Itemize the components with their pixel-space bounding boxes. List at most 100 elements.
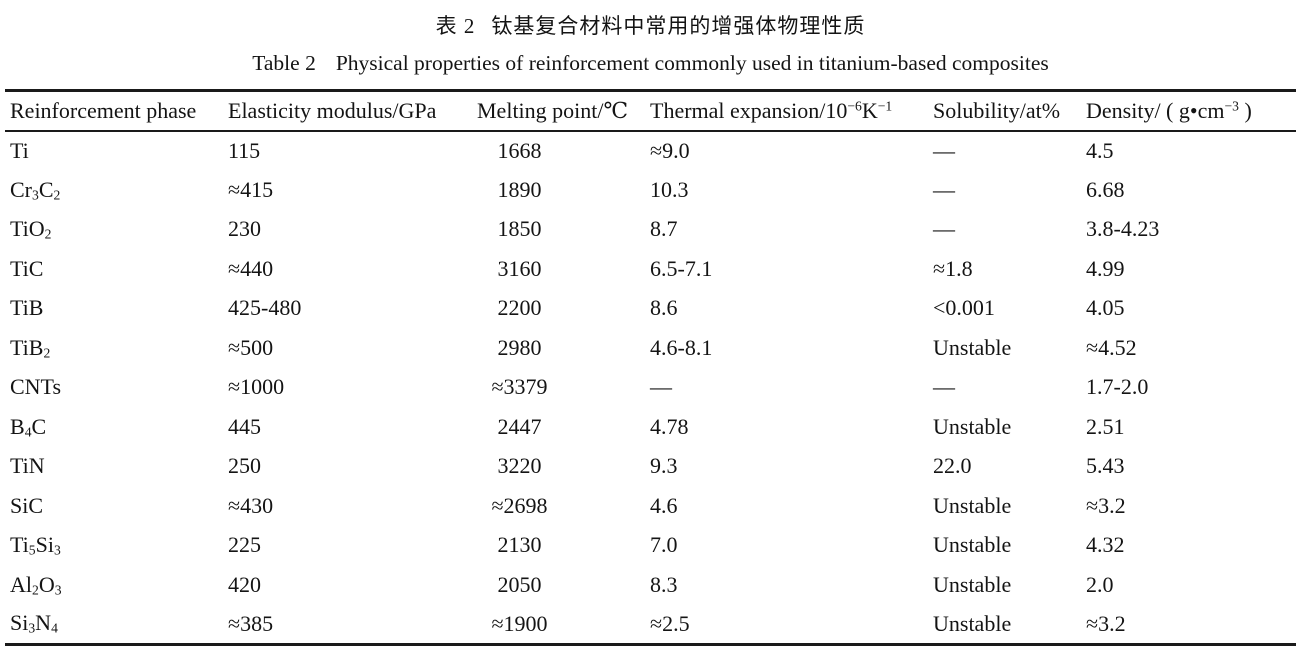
melting-point-cell: ≈2698 bbox=[491, 492, 548, 518]
table-row: Cr3C2 ≈415 1890 10.3 — 6.68 bbox=[5, 170, 1296, 210]
melting-point-cell: 2447 bbox=[497, 413, 542, 439]
phase-cell: TiO2 bbox=[10, 216, 52, 242]
density-cell: 4.99 bbox=[1086, 255, 1125, 281]
solubility-cell: Unstable bbox=[933, 334, 1012, 360]
solubility-cell: Unstable bbox=[933, 610, 1012, 636]
caption-english-text: Physical properties of reinforcement com… bbox=[335, 51, 1049, 75]
density-cell: ≈3.2 bbox=[1086, 492, 1126, 518]
thermal-expansion-cell: 8.7 bbox=[650, 216, 678, 242]
table-row: TiN 250 3220 9.3 22.0 5.43 bbox=[5, 447, 1296, 487]
density-cell: ≈4.52 bbox=[1086, 334, 1137, 360]
column-header-density: Density/ ( g•cm−3 ) bbox=[1086, 90, 1296, 132]
phase-cell: Si3N4 bbox=[10, 610, 58, 636]
table-row: Ti 115 1668 ≈9.0 — 4.5 bbox=[5, 131, 1296, 171]
solubility-cell: Unstable bbox=[933, 492, 1012, 518]
melting-point-cell: 2050 bbox=[497, 571, 542, 597]
melting-point-cell: 2200 bbox=[497, 295, 542, 321]
thermal-expansion-cell: 7.0 bbox=[650, 532, 678, 558]
table-row: B4C 445 2447 4.78 Unstable 2.51 bbox=[5, 407, 1296, 447]
elasticity-modulus-cell: 230 bbox=[228, 216, 261, 242]
caption-english: Table 2 Physical properties of reinforcem… bbox=[0, 51, 1301, 76]
table-row: CNTs ≈1000 ≈3379 — — 1.7-2.0 bbox=[5, 368, 1296, 408]
thermal-expansion-cell: 4.78 bbox=[650, 413, 689, 439]
thermal-expansion-cell: 10.3 bbox=[650, 176, 689, 202]
elasticity-modulus-cell: ≈430 bbox=[228, 492, 274, 518]
elasticity-modulus-cell: ≈500 bbox=[228, 334, 274, 360]
caption-english-number: Table 2 bbox=[252, 51, 316, 75]
elasticity-modulus-cell: 250 bbox=[228, 453, 261, 479]
solubility-cell: — bbox=[933, 137, 955, 163]
solubility-cell: — bbox=[933, 176, 955, 202]
density-cell: 5.43 bbox=[1086, 453, 1125, 479]
phase-cell: CNTs bbox=[10, 374, 62, 400]
properties-table: Reinforcement phase Elasticity modulus/GP… bbox=[5, 89, 1296, 646]
melting-point-cell: 3220 bbox=[497, 453, 542, 479]
phase-cell: Al2O3 bbox=[10, 571, 62, 597]
elasticity-modulus-cell: ≈440 bbox=[228, 255, 274, 281]
melting-point-cell: 2980 bbox=[497, 334, 542, 360]
table-row: TiO2 230 1850 8.7 — 3.8-4.23 bbox=[5, 210, 1296, 250]
elasticity-modulus-cell: 445 bbox=[228, 413, 261, 439]
solubility-cell: Unstable bbox=[933, 532, 1012, 558]
phase-cell: Cr3C2 bbox=[10, 176, 61, 202]
melting-point-cell: ≈3379 bbox=[491, 374, 548, 400]
thermal-expansion-cell: 6.5-7.1 bbox=[650, 255, 713, 281]
phase-cell: TiC bbox=[10, 255, 44, 281]
table-row: TiC ≈440 3160 6.5-7.1 ≈1.8 4.99 bbox=[5, 249, 1296, 289]
elasticity-modulus-cell: ≈385 bbox=[228, 610, 274, 636]
density-cell: 4.32 bbox=[1086, 532, 1125, 558]
thermal-expansion-cell: 4.6 bbox=[650, 492, 678, 518]
phase-cell: Ti5Si3 bbox=[10, 532, 61, 558]
table-captions: 表 2 钛基复合材料中常用的增强体物理性质 Table 2 Physical pro… bbox=[0, 10, 1301, 76]
thermal-expansion-cell: ≈9.0 bbox=[650, 137, 690, 163]
column-header-thermal-expansion: Thermal expansion/10−6K−1 bbox=[650, 90, 933, 132]
solubility-cell: <0.001 bbox=[933, 295, 995, 321]
caption-chinese-text: 钛基复合材料中常用的增强体物理性质 bbox=[491, 14, 866, 38]
density-cell: ≈3.2 bbox=[1086, 610, 1126, 636]
phase-cell: B4C bbox=[10, 413, 47, 439]
phase-cell: TiB bbox=[10, 295, 44, 321]
solubility-cell: ≈1.8 bbox=[933, 255, 973, 281]
density-cell: 1.7-2.0 bbox=[1086, 374, 1149, 400]
density-cell: 2.51 bbox=[1086, 413, 1125, 439]
table-row: TiB2 ≈500 2980 4.6-8.1 Unstable ≈4.52 bbox=[5, 328, 1296, 368]
caption-chinese: 表 2 钛基复合材料中常用的增强体物理性质 bbox=[0, 10, 1301, 40]
melting-point-cell: 1668 bbox=[497, 137, 542, 163]
density-cell: 4.5 bbox=[1086, 137, 1114, 163]
elasticity-modulus-cell: 115 bbox=[228, 137, 261, 163]
melting-point-cell: 2130 bbox=[497, 532, 542, 558]
melting-point-cell: 1890 bbox=[497, 176, 542, 202]
density-cell: 2.0 bbox=[1086, 571, 1114, 597]
melting-point-cell: 1850 bbox=[497, 216, 542, 242]
solubility-cell: 22.0 bbox=[933, 453, 972, 479]
density-cell: 6.68 bbox=[1086, 176, 1125, 202]
table-row: Al2O3 420 2050 8.3 Unstable 2.0 bbox=[5, 565, 1296, 605]
elasticity-modulus-cell: 225 bbox=[228, 532, 261, 558]
thermal-expansion-cell: 9.3 bbox=[650, 453, 678, 479]
phase-cell: TiB2 bbox=[10, 334, 51, 360]
density-cell: 4.05 bbox=[1086, 295, 1125, 321]
caption-chinese-number: 表 2 bbox=[435, 14, 476, 38]
table-row: TiB 425-480 2200 8.6 <0.001 4.05 bbox=[5, 289, 1296, 329]
solubility-cell: — bbox=[933, 216, 955, 242]
elasticity-modulus-cell: ≈415 bbox=[228, 176, 274, 202]
elasticity-modulus-cell: 420 bbox=[228, 571, 261, 597]
melting-point-cell: ≈1900 bbox=[491, 610, 548, 636]
column-header-elasticity-modulus: Elasticity modulus/GPa bbox=[228, 90, 477, 132]
solubility-cell: — bbox=[933, 374, 955, 400]
solubility-cell: Unstable bbox=[933, 571, 1012, 597]
column-header-reinforcement-phase: Reinforcement phase bbox=[5, 90, 228, 132]
thermal-expansion-cell: — bbox=[650, 374, 672, 400]
solubility-cell: Unstable bbox=[933, 413, 1012, 439]
phase-cell: SiC bbox=[10, 492, 44, 518]
elasticity-modulus-cell: ≈1000 bbox=[228, 374, 285, 400]
melting-point-cell: 3160 bbox=[497, 255, 542, 281]
column-header-solubility: Solubility/at% bbox=[933, 90, 1086, 132]
table-row: Ti5Si3 225 2130 7.0 Unstable 4.32 bbox=[5, 526, 1296, 566]
table-row: Si3N4 ≈385 ≈1900 ≈2.5 Unstable ≈3.2 bbox=[5, 605, 1296, 645]
elasticity-modulus-cell: 425-480 bbox=[228, 295, 302, 321]
density-cell: 3.8-4.23 bbox=[1086, 216, 1160, 242]
phase-cell: TiN bbox=[10, 453, 45, 479]
thermal-expansion-cell: 8.6 bbox=[650, 295, 678, 321]
phase-cell: Ti bbox=[10, 137, 29, 163]
